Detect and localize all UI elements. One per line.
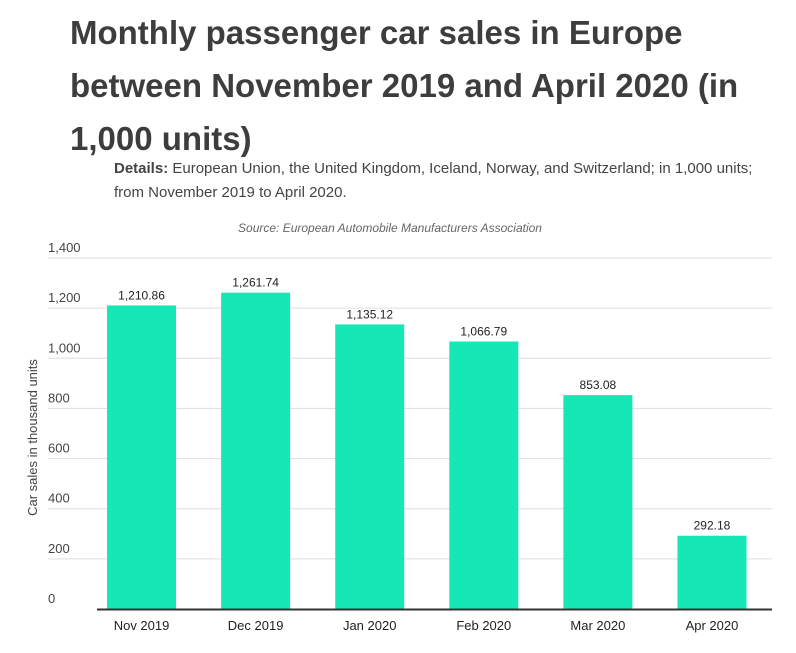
- bar: [107, 305, 177, 609]
- bar-value-label: 1,210.86: [118, 288, 165, 302]
- chart-source: Source: European Automobile Manufacturer…: [238, 221, 542, 235]
- bar-value-label: 853.08: [580, 378, 617, 392]
- y-tick-label: 200: [48, 541, 70, 556]
- bar: [335, 324, 405, 609]
- y-tick-label: 1,000: [48, 340, 81, 355]
- bar-value-label: 1,261.74: [232, 276, 279, 290]
- x-tick-label: Dec 2019: [228, 618, 284, 633]
- y-tick-label: 1,400: [48, 240, 81, 255]
- y-axis-label: Car sales in thousand units: [25, 359, 40, 516]
- bar-value-label: 1,066.79: [460, 325, 507, 339]
- y-tick-label: 0: [48, 591, 55, 606]
- x-tick-label: Feb 2020: [456, 618, 511, 633]
- bar: [221, 292, 291, 609]
- x-axis-categories: Nov 2019 Dec 2019 Jan 2020 Feb 2020 Mar 2020…: [114, 618, 739, 633]
- bar: [677, 535, 747, 609]
- x-tick-label: Apr 2020: [686, 618, 739, 633]
- bars: [107, 292, 747, 609]
- gridlines: [48, 257, 772, 560]
- y-tick-label: 400: [48, 491, 70, 506]
- y-axis-ticks: 0 200 400 600 800 1,000 1,200 1,400: [48, 240, 81, 606]
- bar: [449, 341, 519, 609]
- y-tick-label: 600: [48, 441, 70, 456]
- value-labels: 1,210.86 1,261.74 1,135.12 1,066.79 853.08 29…: [118, 276, 730, 533]
- bar-value-label: 1,135.12: [346, 307, 393, 321]
- chart-details: Details: European Union, the United King…: [114, 157, 754, 205]
- x-tick-label: Nov 2019: [114, 618, 170, 633]
- x-tick-label: Jan 2020: [343, 618, 397, 633]
- details-label: Details:: [114, 160, 169, 177]
- y-tick-label: 1,200: [48, 290, 81, 305]
- bar: [563, 395, 633, 609]
- y-tick-label: 800: [48, 390, 70, 405]
- x-tick-label: Mar 2020: [570, 618, 625, 633]
- bar-value-label: 292.18: [694, 519, 731, 533]
- chart-title: Monthly passenger car sales in Europe be…: [70, 14, 739, 157]
- details-text: European Union, the United Kingdom, Icel…: [114, 160, 753, 201]
